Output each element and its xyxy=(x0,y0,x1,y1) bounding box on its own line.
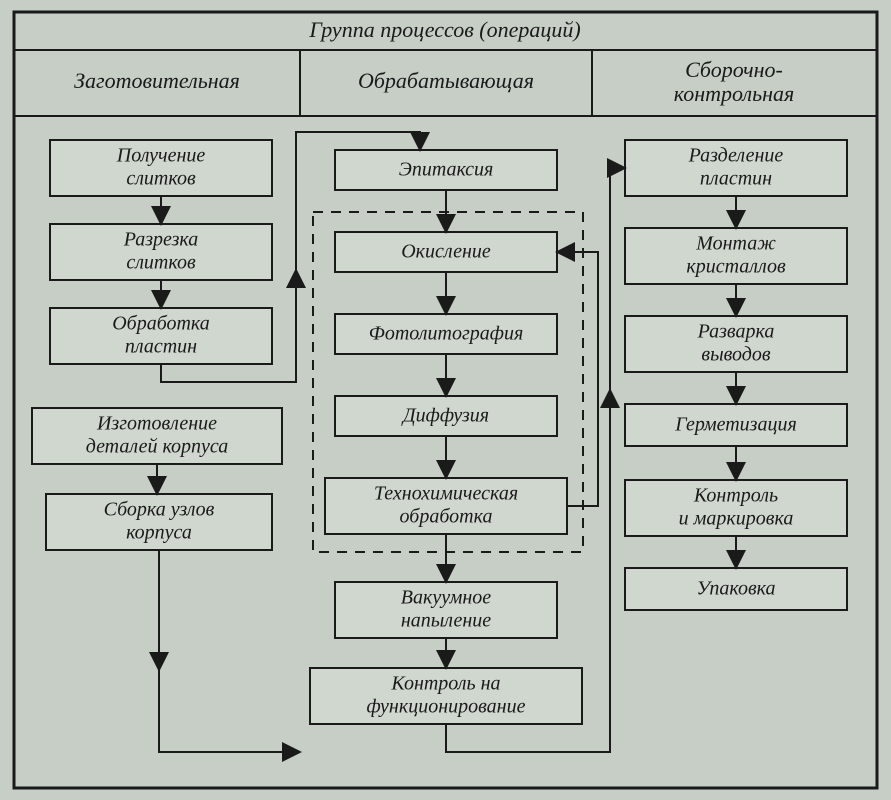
n1-l2: слитков xyxy=(126,168,196,190)
n3-l1: Обработка xyxy=(112,313,210,335)
n10-l2: обработка xyxy=(400,506,493,528)
n4-l1: Изготовление xyxy=(96,413,217,435)
n5-l2: корпуса xyxy=(126,522,192,544)
n3-l2: пластин xyxy=(125,336,197,358)
n1-l1: Получение xyxy=(116,145,206,167)
n13-l2: пластин xyxy=(700,168,772,190)
n10-l1: Технохимическая xyxy=(374,483,518,505)
n17-l1: Контроль xyxy=(693,485,778,507)
col2-header: Обрабатывающая xyxy=(358,68,534,93)
n2-l2: слитков xyxy=(126,252,196,274)
n15-l1: Разварка xyxy=(697,321,775,343)
n18-l1: Упаковка xyxy=(696,578,775,600)
n14-l1: Монтаж xyxy=(695,233,776,255)
n14-l2: кристаллов xyxy=(686,256,786,278)
n7-l1: Окисление xyxy=(401,241,491,263)
n5-l1: Сборка узлов xyxy=(104,499,215,521)
n17-l2: и маркировка xyxy=(679,508,794,530)
title: Группа процессов (операций) xyxy=(308,17,580,42)
n4-l2: деталей корпуса xyxy=(86,436,229,458)
n2-l1: Разрезка xyxy=(123,229,199,251)
col3-header-l1: Сборочно- xyxy=(685,57,783,82)
n9-l1: Диффузия xyxy=(401,405,489,427)
flowchart: Группа процессов (операций) Заготовитель… xyxy=(0,0,891,800)
n11-l2: напыление xyxy=(401,610,491,632)
col1-header: Заготовительная xyxy=(74,68,240,93)
n13-l1: Разделение xyxy=(688,145,784,167)
n11-l1: Вакуумное xyxy=(401,587,492,609)
n16-l1: Герметизация xyxy=(674,414,797,436)
n15-l2: выводов xyxy=(701,344,770,366)
n12-l1: Контроль на xyxy=(390,673,500,695)
col3-header-l2: контрольная xyxy=(674,81,794,106)
n12-l2: функционирование xyxy=(367,696,526,718)
n8-l1: Фотолитография xyxy=(369,323,524,345)
n6-l1: Эпитаксия xyxy=(399,159,494,181)
